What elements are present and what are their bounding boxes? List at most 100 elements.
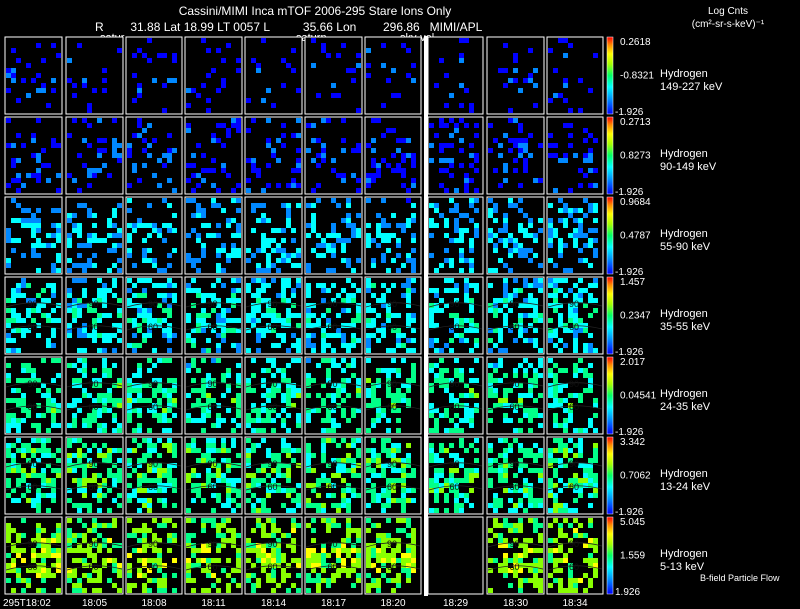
count-pixel bbox=[429, 303, 434, 308]
count-pixel bbox=[36, 498, 41, 503]
count-pixel bbox=[97, 578, 102, 583]
count-pixel bbox=[528, 383, 533, 388]
count-pixel bbox=[578, 438, 583, 443]
count-pixel bbox=[201, 323, 206, 328]
count-pixel bbox=[508, 498, 513, 503]
count-pixel bbox=[31, 553, 36, 558]
count-pixel bbox=[162, 283, 167, 288]
count-pixel bbox=[196, 238, 201, 243]
count-pixel bbox=[36, 268, 41, 273]
count-pixel bbox=[306, 293, 311, 298]
count-pixel bbox=[434, 478, 439, 483]
count-pixel bbox=[396, 223, 401, 228]
count-pixel bbox=[366, 583, 371, 588]
count-pixel bbox=[226, 558, 231, 563]
count-pixel bbox=[326, 463, 331, 468]
count-pixel bbox=[533, 283, 538, 288]
count-pixel bbox=[196, 143, 201, 148]
contour-line bbox=[245, 382, 302, 388]
contour-line bbox=[547, 565, 603, 571]
colorbar-units-line1: Log Cnts bbox=[708, 6, 748, 17]
count-pixel bbox=[26, 473, 31, 478]
count-pixel bbox=[56, 548, 61, 553]
count-pixel bbox=[236, 198, 241, 203]
count-pixel bbox=[371, 473, 376, 478]
count-pixel bbox=[186, 123, 191, 128]
image-panel bbox=[364, 196, 422, 275]
count-pixel bbox=[396, 393, 401, 398]
count-pixel bbox=[226, 368, 231, 373]
count-pixel bbox=[157, 488, 162, 493]
count-pixel bbox=[533, 378, 538, 383]
contour-label: 60 bbox=[89, 482, 99, 492]
count-pixel bbox=[87, 478, 92, 483]
count-pixel bbox=[583, 198, 588, 203]
count-pixel bbox=[147, 333, 152, 338]
contour-line bbox=[428, 302, 483, 308]
count-pixel bbox=[444, 188, 449, 193]
count-pixel bbox=[331, 358, 336, 363]
count-pixel bbox=[117, 158, 122, 163]
count-pixel bbox=[206, 443, 211, 448]
count-pixel bbox=[316, 563, 321, 568]
contour-line bbox=[185, 325, 242, 331]
count-pixel bbox=[406, 288, 411, 293]
count-pixel bbox=[376, 173, 381, 178]
count-pixel bbox=[77, 398, 82, 403]
count-pixel bbox=[261, 468, 266, 473]
count-pixel bbox=[533, 578, 538, 583]
count-pixel bbox=[391, 498, 396, 503]
count-pixel bbox=[142, 338, 147, 343]
count-pixel bbox=[167, 443, 172, 448]
image-panel bbox=[4, 36, 63, 115]
count-pixel bbox=[236, 288, 241, 293]
count-pixel bbox=[356, 438, 361, 443]
count-pixel bbox=[276, 488, 281, 493]
count-pixel bbox=[573, 588, 578, 593]
count-pixel bbox=[371, 148, 376, 153]
count-pixel bbox=[41, 438, 46, 443]
count-pixel bbox=[21, 393, 26, 398]
count-pixel bbox=[231, 398, 236, 403]
count-pixel bbox=[127, 473, 132, 478]
count-pixel bbox=[167, 438, 172, 443]
count-pixel bbox=[201, 153, 206, 158]
count-pixel bbox=[46, 573, 51, 578]
count-pixel bbox=[533, 303, 538, 308]
count-pixel bbox=[326, 373, 331, 378]
count-pixel bbox=[366, 468, 371, 473]
count-pixel bbox=[454, 123, 459, 128]
count-pixel bbox=[72, 263, 77, 268]
count-pixel bbox=[593, 488, 598, 493]
count-pixel bbox=[568, 568, 573, 573]
count-pixel bbox=[454, 288, 459, 293]
count-pixel bbox=[386, 163, 391, 168]
count-pixel bbox=[87, 238, 92, 243]
count-pixel bbox=[429, 403, 434, 408]
count-pixel bbox=[67, 333, 72, 338]
count-pixel bbox=[246, 463, 251, 468]
count-pixel bbox=[528, 223, 533, 228]
count-pixel bbox=[351, 283, 356, 288]
count-pixel bbox=[336, 203, 341, 208]
count-pixel bbox=[236, 233, 241, 238]
contour-line bbox=[428, 462, 483, 468]
count-pixel bbox=[406, 523, 411, 528]
count-pixel bbox=[281, 83, 286, 88]
count-pixel bbox=[137, 123, 142, 128]
count-pixel bbox=[251, 168, 256, 173]
count-pixel bbox=[311, 348, 316, 353]
count-pixel bbox=[331, 168, 336, 173]
count-pixel bbox=[381, 293, 386, 298]
count-pixel bbox=[261, 438, 266, 443]
count-pixel bbox=[341, 323, 346, 328]
count-pixel bbox=[464, 478, 469, 483]
count-pixel bbox=[528, 418, 533, 423]
count-pixel bbox=[346, 278, 351, 283]
count-pixel bbox=[261, 543, 266, 548]
count-pixel bbox=[454, 488, 459, 493]
count-pixel bbox=[321, 553, 326, 558]
count-pixel bbox=[528, 48, 533, 53]
count-pixel bbox=[411, 468, 416, 473]
count-pixel bbox=[92, 538, 97, 543]
